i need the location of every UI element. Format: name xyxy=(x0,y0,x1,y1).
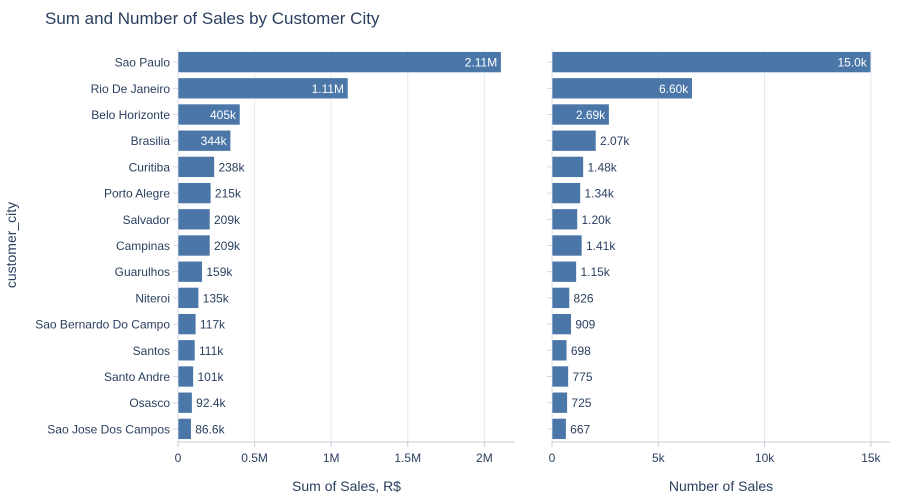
data-label-sum: 135k xyxy=(203,291,230,305)
category-label: Brasilia xyxy=(131,134,171,148)
bar-sum xyxy=(177,156,215,178)
x-tick-label-count: 0 xyxy=(549,451,556,465)
bar-count xyxy=(551,287,570,309)
x-tick-label-count: 10k xyxy=(755,451,775,465)
x-axis-title-count: Number of Sales xyxy=(669,478,773,494)
category-label: Rio De Janeiro xyxy=(91,82,171,96)
bar-sum xyxy=(177,208,211,231)
bar-count xyxy=(551,339,568,362)
category-label: Sao Jose Dos Campos xyxy=(47,422,170,436)
data-label-sum: 215k xyxy=(215,187,242,201)
bar-count xyxy=(551,51,872,73)
category-label: Sao Paulo xyxy=(115,56,171,70)
data-label-count: 15.0k xyxy=(838,56,868,70)
bar-count xyxy=(551,260,577,283)
bar-sum xyxy=(177,182,212,204)
data-label-sum: 238k xyxy=(218,160,245,174)
category-label: Porto Alegre xyxy=(104,187,170,201)
data-label-sum: 1.11M xyxy=(312,82,344,96)
bar-count xyxy=(551,129,597,152)
y-axis-title: customer_city xyxy=(3,202,19,288)
bar-sum xyxy=(177,260,203,283)
data-label-sum: 92.4k xyxy=(196,396,226,410)
data-label-sum: 405k xyxy=(210,108,237,122)
data-label-count: 826 xyxy=(574,291,594,305)
category-label: Santo Andre xyxy=(104,370,170,384)
data-label-count: 6.60k xyxy=(659,82,689,96)
bar-sum xyxy=(177,391,193,414)
data-label-count: 2.69k xyxy=(576,108,606,122)
x-tick-label-sum: 1.5M xyxy=(394,451,421,465)
data-label-sum: 2.11M xyxy=(465,56,497,70)
category-label: Guarulhos xyxy=(115,265,170,279)
category-label: Sao Bernardo Do Campo xyxy=(35,318,170,332)
data-label-count: 1.41k xyxy=(586,239,616,253)
data-label-count: 698 xyxy=(571,344,591,358)
bar-count xyxy=(551,208,578,231)
data-label-sum: 101k xyxy=(197,370,224,384)
bar-count xyxy=(551,234,583,257)
data-label-sum: 111k xyxy=(199,344,224,358)
bar-sum xyxy=(177,234,211,257)
data-label-count: 775 xyxy=(572,370,592,384)
category-label: Santos xyxy=(133,344,170,358)
category-label: Osasco xyxy=(129,396,170,410)
data-label-sum: 117k xyxy=(200,318,226,332)
category-label: Campinas xyxy=(116,239,170,253)
bar-count xyxy=(551,313,572,335)
category-label: Niteroi xyxy=(135,291,170,305)
data-label-count: 1.20k xyxy=(582,213,612,227)
data-label-sum: 209k xyxy=(214,213,241,227)
bar-sum xyxy=(177,51,502,73)
data-label-count: 1.48k xyxy=(587,160,617,174)
data-label-sum: 86.6k xyxy=(195,422,225,436)
x-tick-label-sum: 2M xyxy=(476,451,493,465)
data-label-sum: 344k xyxy=(201,134,228,148)
bar-count xyxy=(551,156,584,178)
data-label-count: 725 xyxy=(571,396,591,410)
x-tick-label-sum: 1M xyxy=(323,451,340,465)
data-label-sum: 159k xyxy=(206,265,233,279)
data-label-count: 1.15k xyxy=(580,265,610,279)
category-label: Curitiba xyxy=(129,160,171,174)
data-label-count: 2.07k xyxy=(600,134,630,148)
data-label-count: 1.34k xyxy=(584,187,614,201)
bar-count xyxy=(551,391,568,414)
bar-sum xyxy=(177,418,192,440)
bar-sum xyxy=(177,339,196,362)
x-tick-label-sum: 0.5M xyxy=(241,451,268,465)
bar-sum xyxy=(177,365,194,388)
x-tick-label-count: 5k xyxy=(652,451,666,465)
data-label-count: 667 xyxy=(570,422,590,436)
x-tick-label-sum: 0 xyxy=(175,451,182,465)
bar-count xyxy=(551,418,567,440)
x-axis-title-sum: Sum of Sales, R$ xyxy=(292,478,401,494)
data-label-sum: 209k xyxy=(214,239,241,253)
category-label: Belo Horizonte xyxy=(91,108,170,122)
bar-sum xyxy=(177,287,199,309)
data-label-count: 909 xyxy=(575,318,595,332)
x-tick-label-count: 15k xyxy=(861,451,881,465)
category-label: Salvador xyxy=(123,213,170,227)
bar-count xyxy=(551,182,581,204)
bar-count xyxy=(551,365,569,388)
bar-sum xyxy=(177,313,197,335)
chart-title: Sum and Number of Sales by Customer City xyxy=(45,9,380,28)
